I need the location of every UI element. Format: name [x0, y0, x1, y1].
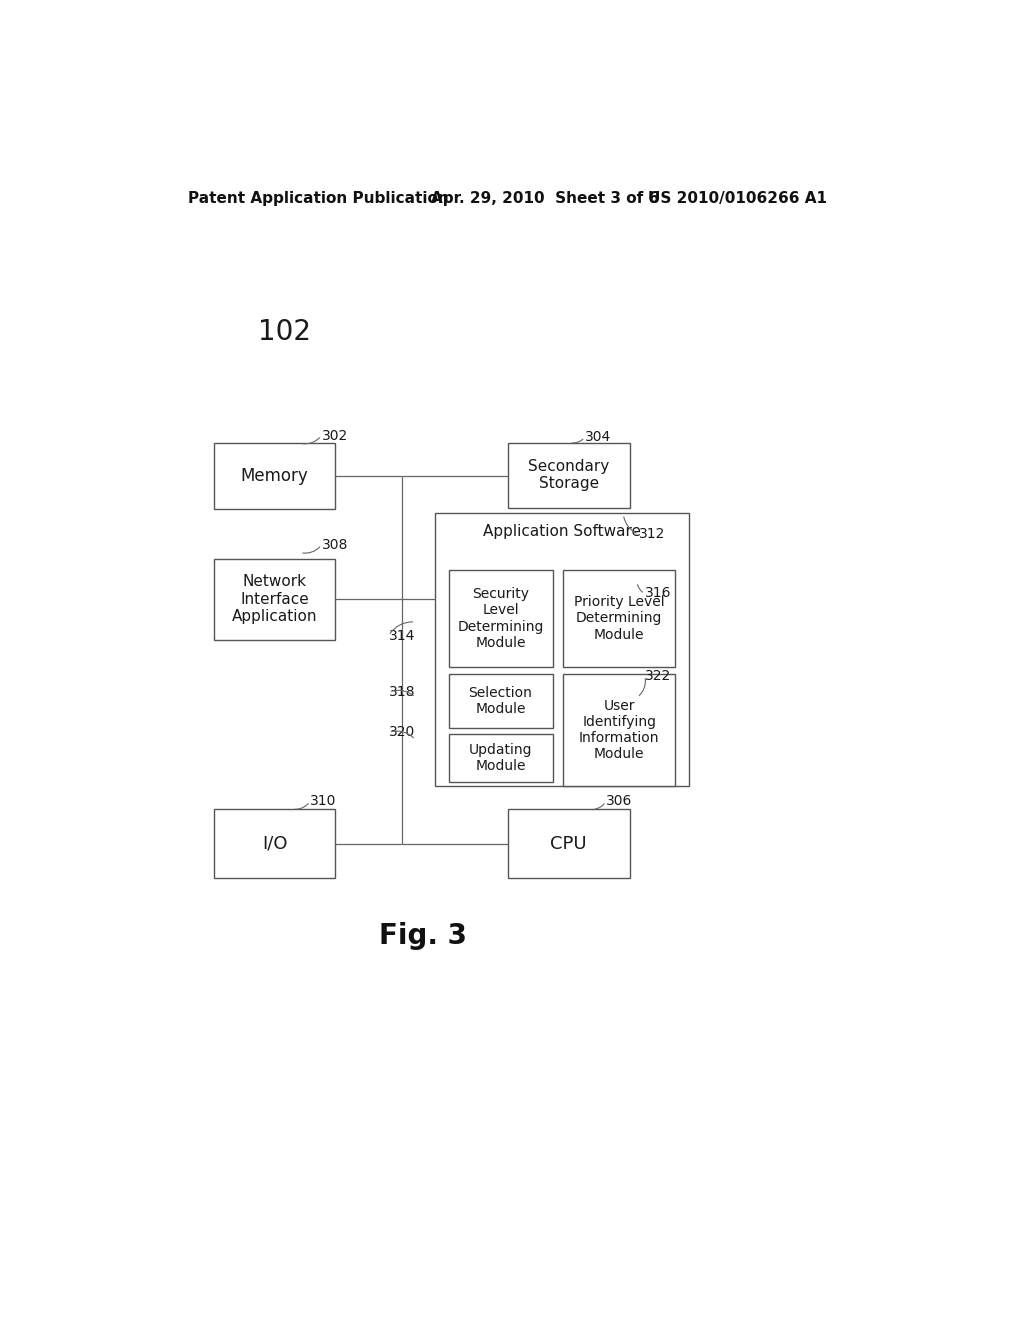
Bar	[214, 809, 336, 878]
Text: 318: 318	[388, 685, 415, 700]
Text: User
Identifying
Information
Module: User Identifying Information Module	[579, 698, 659, 762]
Text: Network
Interface
Application: Network Interface Application	[231, 574, 317, 624]
Text: Apr. 29, 2010  Sheet 3 of 6: Apr. 29, 2010 Sheet 3 of 6	[431, 191, 659, 206]
Text: 304: 304	[585, 430, 611, 444]
Text: I/O: I/O	[262, 834, 288, 853]
Bar	[449, 675, 553, 729]
Text: 308: 308	[322, 539, 348, 552]
Text: Secondary
Storage: Secondary Storage	[528, 459, 609, 491]
Text: 320: 320	[388, 725, 415, 739]
Text: 302: 302	[322, 429, 348, 442]
Bar	[214, 558, 336, 640]
Text: 312: 312	[639, 527, 666, 541]
Bar	[563, 570, 675, 667]
Bar	[449, 570, 553, 667]
Bar	[435, 512, 689, 785]
Text: 102: 102	[258, 318, 310, 346]
Text: 316: 316	[645, 586, 672, 601]
Text: Priority Level
Determining
Module: Priority Level Determining Module	[573, 595, 665, 642]
Text: Patent Application Publication: Patent Application Publication	[188, 191, 450, 206]
Bar	[508, 442, 630, 508]
Text: 322: 322	[645, 669, 671, 682]
Text: 314: 314	[388, 628, 415, 643]
Bar	[449, 734, 553, 781]
Text: Memory: Memory	[241, 467, 308, 484]
Text: Selection
Module: Selection Module	[469, 686, 532, 717]
Text: 306: 306	[605, 795, 632, 808]
Text: 310: 310	[310, 795, 336, 808]
Text: Fig. 3: Fig. 3	[379, 923, 467, 950]
Text: Updating
Module: Updating Module	[469, 743, 532, 774]
Text: Application Software: Application Software	[482, 524, 641, 539]
Bar	[214, 444, 336, 508]
Bar	[508, 809, 630, 878]
Text: CPU: CPU	[550, 834, 587, 853]
Text: Security
Level
Determining
Module: Security Level Determining Module	[458, 587, 544, 649]
Text: US 2010/0106266 A1: US 2010/0106266 A1	[648, 191, 827, 206]
Bar	[563, 675, 675, 785]
